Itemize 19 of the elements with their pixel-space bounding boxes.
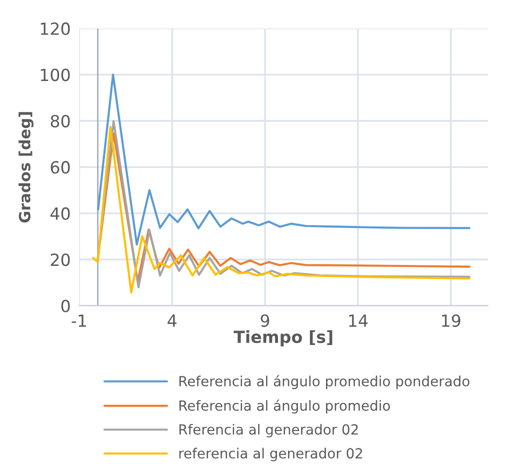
x-tick-label: 14: [349, 314, 368, 327]
x-axis-title: Tiempo [s]: [234, 330, 332, 346]
legend-label: referencia al generador 02: [179, 448, 362, 462]
line-series: [97, 74, 470, 246]
y-tick-label: 40: [50, 207, 70, 220]
y-axis-title: Grados [deg]: [18, 112, 34, 223]
y-tick-label: 80: [50, 114, 70, 128]
y-tick-label: 120: [40, 22, 70, 36]
x-tick-label: 9: [260, 314, 270, 327]
y-tick-label: 0: [61, 300, 70, 312]
x-tick-label: 19: [442, 314, 460, 327]
legend-label: Referencia al ángulo promedio ponderado: [179, 375, 470, 390]
y-tick-label: 20: [50, 253, 70, 266]
y-tick-label: 100: [40, 68, 70, 82]
legend-label: Referencia al ángulo promedio: [179, 400, 390, 414]
x-tick-label: -1: [72, 314, 86, 327]
legend-label: Rferencia al generador 02: [179, 424, 358, 438]
y-tick-label: 60: [50, 161, 70, 174]
x-tick-label: 4: [168, 314, 176, 327]
